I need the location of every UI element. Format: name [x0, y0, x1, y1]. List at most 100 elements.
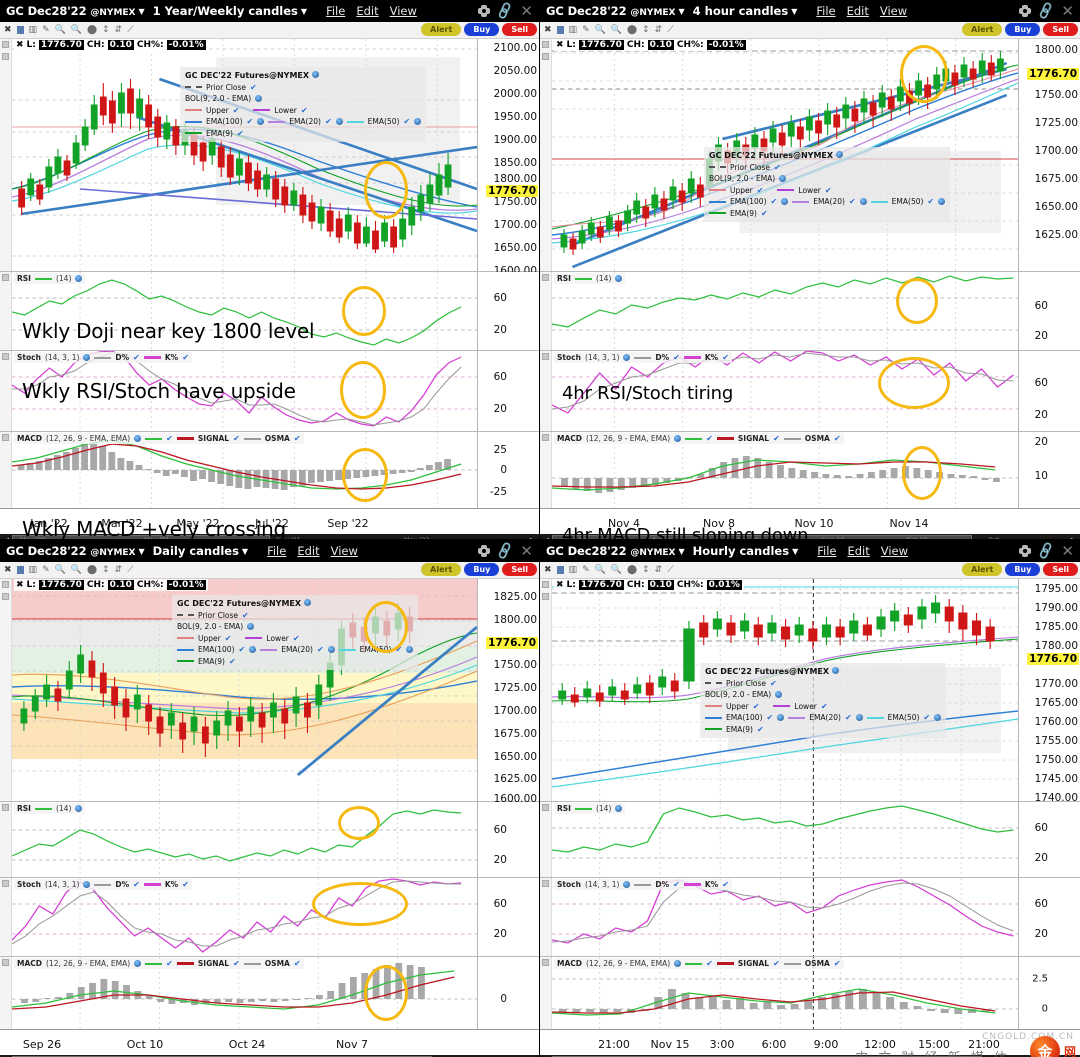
ruler-icon[interactable]: ⟋ [127, 24, 134, 35]
buy-button[interactable]: Buy [1005, 563, 1041, 576]
macd-check-icon[interactable]: ✔ [166, 959, 173, 968]
settings-dot-icon[interactable] [674, 960, 682, 967]
rsi-plot-daily[interactable]: RSI (14) [12, 802, 477, 877]
ema100-check-icon[interactable]: ✔ [246, 117, 254, 126]
settings-dot-icon[interactable] [134, 960, 142, 967]
settings-dot-icon[interactable] [414, 118, 422, 126]
settings-dot-icon[interactable] [75, 805, 83, 812]
price-plot-weekly[interactable]: GC DEC'22 Futures@NYMEX Prior Close ✔ BOL… [12, 39, 477, 271]
link-icon[interactable]: 🔗 [495, 541, 516, 561]
crosshair-tool-icon[interactable] [556, 26, 564, 34]
zoom-out-icon[interactable]: 🔍 [70, 564, 83, 575]
ema20-check-icon[interactable]: ✔ [848, 197, 856, 206]
draw-tool-icon[interactable]: ✎ [582, 564, 590, 575]
pane-handle-icon[interactable] [2, 880, 9, 887]
stoch-k-check-icon[interactable]: ✔ [722, 353, 729, 362]
timeframe-selector-daily[interactable]: Daily candles [152, 544, 239, 558]
symbol-caret-icon[interactable]: ▼ [138, 546, 145, 556]
pane-handle-icon[interactable] [2, 593, 9, 600]
settings-dot-icon[interactable] [615, 275, 623, 282]
sell-button[interactable]: Sell [1043, 23, 1078, 36]
stoch-axis-fourhour[interactable]: 60 20 [1018, 351, 1080, 431]
menu-view[interactable]: View [389, 4, 417, 18]
link-icon[interactable]: 🔗 [1036, 1, 1057, 21]
macd-axis-daily[interactable]: 0 [477, 957, 539, 1029]
pane-rail[interactable] [540, 39, 552, 271]
pane-handle-icon[interactable] [542, 274, 549, 281]
settings-dot-icon[interactable] [335, 118, 343, 126]
sell-button[interactable]: Sell [1043, 563, 1078, 576]
rsi-axis-fourhour[interactable]: 60 20 [1018, 272, 1080, 350]
ema20-check-icon[interactable]: ✔ [316, 645, 324, 654]
alert-button[interactable]: Alert [962, 563, 1003, 576]
rsi-plot-weekly[interactable]: RSI (14) [12, 272, 477, 350]
settings-dot-icon[interactable] [83, 881, 91, 888]
upper-check-icon[interactable]: ✔ [752, 701, 760, 711]
pane-handle-icon[interactable] [2, 581, 9, 588]
settings-dot-icon[interactable] [75, 275, 83, 282]
link-icon[interactable]: 🔗 [495, 1, 516, 21]
stoch-d-check-icon[interactable]: ✔ [133, 880, 140, 889]
stoch-axis-hourly[interactable]: 60 20 [1018, 878, 1080, 956]
rsi-axis-daily[interactable]: 60 20 [477, 802, 539, 877]
fib-tool-icon[interactable]: ⇵ [654, 564, 663, 575]
price-plot-daily[interactable]: GC DEC'22 Futures@NYMEX Prior Close ✔ BOL… [12, 579, 477, 801]
pane-handle-icon[interactable] [542, 593, 549, 600]
menu-edit[interactable]: Edit [846, 4, 869, 18]
ema9-check-icon[interactable]: ✔ [756, 724, 764, 734]
scroll-right-icon[interactable]: ▶ [1068, 536, 1080, 539]
timeframe-caret-icon[interactable]: ▼ [792, 546, 799, 556]
link-icon[interactable]: 🔗 [1036, 541, 1057, 561]
rsi-plot-fourhour[interactable]: RSI (14) [552, 272, 1018, 350]
prior-close-check-icon[interactable]: ✔ [774, 162, 781, 172]
sell-button[interactable]: Sell [502, 563, 537, 576]
pane-rail[interactable] [540, 432, 552, 508]
cursor-tool-icon[interactable]: ✖ [544, 564, 552, 575]
stoch-axis-weekly[interactable]: 60 20 [477, 351, 539, 431]
zoom-in-icon[interactable]: 🔍 [594, 24, 606, 35]
settings-dot-icon[interactable] [257, 118, 265, 126]
macd-plot-weekly[interactable]: MACD (12, 26, 9 - EMA, EMA) ✔ SIGNAL ✔ O… [12, 432, 477, 508]
price-axis-fourhour[interactable]: 1800.00 1776.70 1750.00 1725.00 1700.00 … [1018, 39, 1080, 271]
ema9-check-icon[interactable]: ✔ [236, 128, 244, 138]
pane-handle-icon[interactable] [542, 880, 549, 887]
vertical-line-icon[interactable]: ↕ [102, 564, 110, 575]
rsi-axis-hourly[interactable]: 60 20 [1018, 802, 1080, 877]
scroll-track[interactable]: Jul 12 Aug 2 Aug 19 Sep 19 Oct 10 Oct [552, 535, 1068, 539]
ruler-icon[interactable]: ⟋ [667, 564, 674, 575]
macd-check-icon[interactable]: ✔ [706, 959, 713, 968]
menu-file[interactable]: File [267, 544, 287, 558]
scroll-thumb[interactable] [552, 535, 972, 539]
fib-tool-icon[interactable]: ⇵ [654, 24, 663, 35]
close-icon[interactable]: ✕ [1061, 1, 1074, 20]
signal-check-icon[interactable]: ✔ [233, 434, 240, 443]
settings-dot-icon[interactable] [311, 71, 319, 78]
settings-dot-icon[interactable] [779, 175, 787, 183]
symbol-caret-icon[interactable]: ▼ [678, 6, 685, 16]
symbol-selector-hourly[interactable]: GC Dec28'22 @NYMEX [546, 544, 676, 558]
stoch-d-check-icon[interactable]: ✔ [133, 353, 140, 362]
lower-check-icon[interactable]: ✔ [824, 185, 832, 195]
pane-handle-icon[interactable] [542, 434, 549, 441]
scroll-left-icon[interactable]: ◀ [0, 536, 12, 539]
ema50-check-icon[interactable]: ✔ [927, 197, 935, 206]
lower-check-icon[interactable]: ✔ [292, 633, 300, 643]
palette-icon[interactable]: ⬤ [627, 564, 638, 575]
upper-check-icon[interactable]: ✔ [224, 633, 232, 643]
signal-check-icon[interactable]: ✔ [773, 434, 780, 443]
pane-handle-icon[interactable] [2, 434, 9, 441]
osma-check-icon[interactable]: ✔ [293, 434, 301, 443]
zoom-in-icon[interactable]: 🔍 [54, 24, 66, 35]
close-icon[interactable]: ✕ [1061, 541, 1074, 560]
settings-dot-icon[interactable] [615, 805, 623, 812]
sell-button[interactable]: Sell [502, 23, 537, 36]
pane-rail[interactable] [540, 579, 552, 801]
menu-file[interactable]: File [817, 544, 837, 558]
stoch-plot-hourly[interactable]: Stoch (14, 3, 1) D% ✔ K% ✔ [552, 878, 1018, 956]
macd-check-icon[interactable]: ✔ [706, 434, 713, 443]
macd-plot-daily[interactable]: MACD (12, 26, 9 - EMA, EMA) ✔ SIGNAL ✔ O… [12, 957, 477, 1029]
pane-handle-icon[interactable] [542, 959, 549, 966]
vertical-line-icon[interactable]: ↕ [102, 24, 110, 35]
price-axis-daily[interactable]: 1825.00 1800.00 1776.70 1750.00 1725.00 … [477, 579, 539, 805]
time-scrollbar-fourhour[interactable]: ◀ Jul 12 Aug 2 Aug 19 Sep 19 Oct 10 Oct … [540, 534, 1080, 539]
